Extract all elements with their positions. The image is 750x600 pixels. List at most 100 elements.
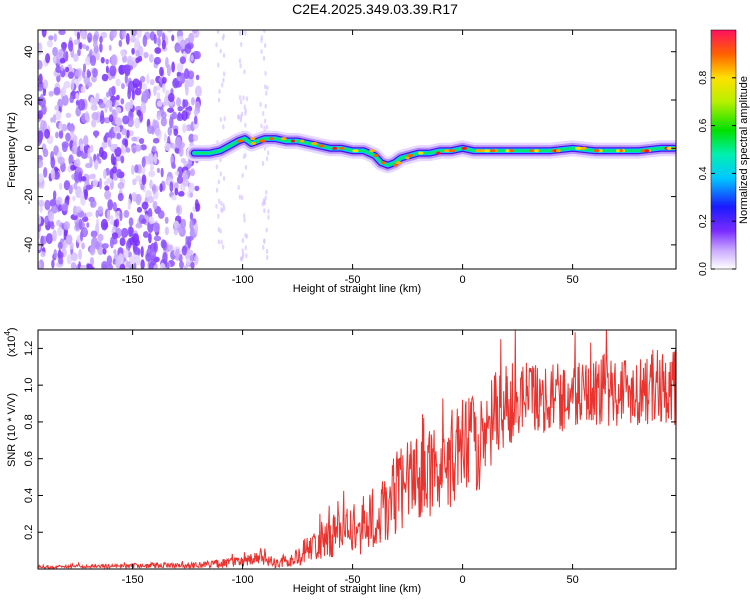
ridge-hotspot [666, 146, 673, 150]
noise-blob [188, 182, 195, 193]
noise-blob [85, 162, 93, 169]
noise-blob [121, 30, 127, 39]
noise-blob [73, 30, 78, 37]
noise-streak [243, 217, 246, 223]
noise-blob [159, 262, 166, 269]
noise-streak [217, 239, 221, 245]
noise-blob [44, 128, 50, 139]
noise-blob [60, 41, 68, 50]
noise-streak [263, 239, 266, 245]
noise-blob [92, 34, 98, 44]
noise-blob [70, 262, 77, 269]
ridge-hotspot [489, 149, 496, 153]
noise-blob [183, 68, 190, 80]
noise-blob [157, 36, 161, 48]
ridge-hotspot [280, 137, 287, 141]
snr-y-tick-label: 1.0 [23, 378, 35, 393]
noise-blob [124, 138, 129, 148]
ridge-hotspot [580, 146, 587, 150]
noise-blob [178, 146, 184, 157]
snr-scale-factor: (x104) [3, 327, 18, 357]
spectrogram-frame [37, 29, 677, 270]
noise-blob [80, 30, 86, 40]
noise-blob [141, 174, 147, 186]
noise-streak [217, 97, 221, 103]
noise-blob [99, 42, 103, 53]
noise-blob [113, 125, 121, 134]
noise-blob [89, 54, 97, 67]
noise-blob [120, 83, 125, 90]
noise-blob [117, 182, 125, 190]
noise-streak [245, 96, 249, 102]
noise-blob [160, 111, 167, 119]
ridge-hotspot [594, 149, 600, 153]
noise-blob [123, 209, 130, 219]
noise-blob [74, 69, 82, 78]
noise-blob [103, 135, 108, 143]
noise-blob [67, 71, 74, 79]
noise-blob [184, 43, 192, 55]
noise-blob [76, 31, 81, 40]
snr-scale-base: (x10 [6, 336, 18, 357]
noise-blob [79, 143, 84, 152]
noise-blob [110, 30, 117, 39]
noise-blob [103, 168, 107, 180]
noise-blob [131, 89, 135, 101]
noise-blob [194, 100, 201, 112]
noise-blob [128, 217, 134, 227]
noise-blob [75, 222, 80, 231]
noise-blob [118, 39, 123, 48]
noise-blob [52, 229, 57, 242]
noise-blob [58, 258, 64, 265]
noise-streak [259, 101, 262, 107]
noise-blob [125, 32, 130, 45]
noise-blob [98, 177, 103, 190]
noise-blob [95, 209, 99, 218]
noise-blob [166, 30, 173, 33]
ridge-hotspot [461, 146, 468, 150]
spectrogram-x-tick-label: -100 [232, 274, 254, 286]
snr-x-ticks: -150 -100 -50 0 50 [122, 330, 579, 586]
noise-blob [85, 45, 90, 51]
noise-blob [142, 231, 149, 238]
noise-blob [130, 30, 137, 37]
noise-blob [82, 43, 87, 50]
noise-blob [162, 83, 166, 94]
noise-blob [127, 198, 132, 211]
noise-blob [65, 112, 72, 118]
chart-title: C2E4.2025.349.03.39.R17 [292, 1, 458, 17]
noise-blob [46, 39, 53, 48]
noise-blob [72, 195, 76, 202]
noise-blob [57, 251, 64, 259]
noise-blob [59, 57, 66, 64]
noise-blob [163, 132, 167, 143]
noise-blob [181, 110, 188, 121]
noise-blob [70, 164, 76, 171]
noise-blob [182, 99, 189, 108]
noise-blob [140, 144, 147, 151]
noise-blob [45, 233, 53, 245]
noise-blob [111, 232, 119, 240]
noise-blob [38, 83, 44, 92]
ridge-hotspot [483, 149, 491, 153]
noise-blob [175, 204, 183, 216]
noise-blob [68, 184, 73, 195]
noise-streak [244, 122, 247, 128]
ridge-hotspot [299, 139, 305, 143]
noise-blob [104, 190, 112, 200]
ridge-hotspot [574, 146, 582, 150]
noise-blob [50, 222, 55, 230]
noise-streak [215, 203, 218, 209]
noise-blob [189, 191, 194, 198]
noise-blob [74, 206, 82, 213]
noise-blob [94, 131, 98, 139]
ridge-hotspot [269, 137, 274, 141]
noise-blob [75, 92, 80, 100]
spectrogram-y-tick-label: 0 [23, 145, 35, 151]
noise-streak [242, 251, 245, 257]
noise-blob [155, 85, 161, 91]
noise-blob [160, 167, 164, 178]
noise-streak [260, 37, 263, 43]
noise-blob [38, 132, 43, 144]
noise-blob [82, 63, 87, 73]
